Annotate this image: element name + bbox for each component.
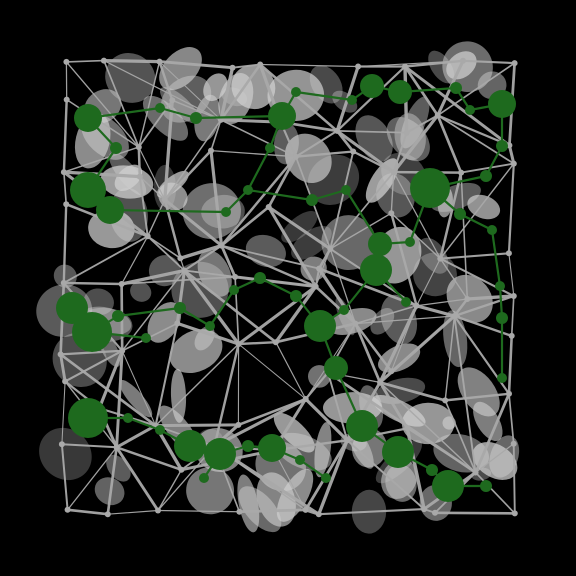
green-node — [268, 102, 296, 130]
green-node — [112, 310, 124, 322]
green-node — [205, 321, 215, 331]
green-node — [242, 440, 254, 452]
green-node — [295, 455, 305, 465]
green-node — [360, 74, 384, 98]
green-node — [68, 398, 108, 438]
green-node — [347, 95, 357, 105]
green-node — [229, 285, 239, 295]
green-node — [155, 425, 165, 435]
green-node — [487, 225, 497, 235]
green-node — [243, 185, 253, 195]
green-node — [123, 413, 133, 423]
green-node — [221, 207, 231, 217]
green-node — [495, 281, 505, 291]
green-node — [496, 312, 508, 324]
green-node — [454, 208, 466, 220]
green-node — [141, 333, 151, 343]
green-node — [306, 194, 318, 206]
green-node — [74, 104, 102, 132]
green-node — [265, 143, 275, 153]
green-node — [401, 297, 411, 307]
green-node — [405, 237, 415, 247]
green-node — [368, 232, 392, 256]
green-node — [258, 434, 286, 462]
green-node — [174, 302, 186, 314]
green-node — [450, 82, 462, 94]
green-node — [388, 80, 412, 104]
green-node — [360, 254, 392, 286]
green-node — [290, 290, 302, 302]
green-node — [382, 436, 414, 468]
green-node — [465, 105, 475, 115]
green-node — [496, 140, 508, 152]
green-node — [480, 170, 492, 182]
green-node — [341, 185, 351, 195]
green-node — [480, 480, 492, 492]
green-node — [410, 168, 450, 208]
green-node — [72, 312, 112, 352]
green-node — [497, 373, 507, 383]
green-node — [254, 272, 266, 284]
green-node — [304, 310, 336, 342]
green-node — [204, 438, 236, 470]
green-node — [321, 473, 331, 483]
green-node — [346, 410, 378, 442]
green-node — [96, 196, 124, 224]
green-node — [155, 103, 165, 113]
green-node — [190, 112, 202, 124]
green-node — [324, 356, 348, 380]
green-node — [339, 305, 349, 315]
green-node — [432, 470, 464, 502]
green-node — [199, 473, 209, 483]
green-node — [174, 430, 206, 462]
green-node — [291, 87, 301, 97]
green-node — [426, 464, 438, 476]
green-node — [110, 142, 122, 154]
green-node — [488, 90, 516, 118]
network-diagram — [0, 0, 576, 576]
